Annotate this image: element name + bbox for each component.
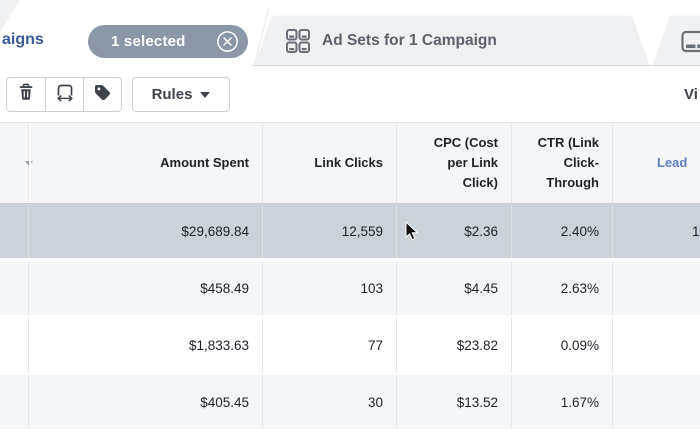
header-cpc[interactable]: CPC (Cost per Link Click) (397, 123, 512, 203)
view-setup-partial-label[interactable]: Vi (684, 86, 698, 103)
cursor-arrow-icon (405, 220, 420, 247)
link-clicks-cell: 77 (263, 318, 397, 372)
link-clicks-cell: 30 (263, 375, 397, 429)
trash-icon (17, 83, 35, 106)
table-row[interactable]: $29,689.84 12,559 $2.36 2.40% 1 (0, 204, 700, 261)
row-checkbox-cell[interactable] (0, 375, 29, 429)
table-header-row: Amount Spent Link Clicks CPC (Cost per L… (0, 122, 700, 204)
leads-cell (613, 318, 700, 372)
selected-count-badge[interactable]: 1 selected (88, 25, 248, 58)
active-tab-mask (0, 65, 252, 66)
cpc-cell: $13.52 (397, 375, 512, 429)
leads-cell: 1 (692, 223, 700, 239)
header-leads[interactable]: Lead (657, 154, 688, 170)
tab-bar: aigns 1 selected (0, 0, 700, 66)
ctr-cell: 2.63% (512, 261, 613, 315)
ctr-cell: 0.09% (512, 318, 613, 372)
table-row[interactable]: $1,833.63 77 $23.82 0.09% (0, 318, 700, 375)
row-checkbox-cell[interactable] (0, 318, 29, 372)
ctr-cell: 2.40% (512, 204, 613, 258)
amount-spent-cell: $29,689.84 (29, 204, 263, 258)
cpc-cell: $23.82 (397, 318, 512, 372)
link-clicks-cell: 12,559 (263, 204, 397, 258)
tag-icon (93, 83, 112, 107)
close-icon[interactable] (216, 30, 239, 53)
adsets-table: Amount Spent Link Clicks CPC (Cost per L… (0, 122, 700, 432)
leads-cell (613, 261, 700, 315)
rules-button[interactable]: Rules (132, 77, 230, 112)
tab-campaigns[interactable]: aigns (2, 31, 44, 48)
header-ctr[interactable]: CTR (Link Click-Through (512, 123, 613, 203)
chevron-down-icon[interactable] (25, 161, 33, 166)
tab-corner-decoration (0, 0, 20, 32)
header-checkbox-column[interactable] (0, 123, 33, 203)
bulk-action-button-group (6, 77, 122, 112)
amount-spent-cell: $1,833.63 (29, 318, 263, 372)
resize-columns-button[interactable] (45, 78, 83, 111)
amount-spent-cell: $405.45 (29, 375, 263, 429)
tag-button[interactable] (83, 78, 121, 111)
resize-box-icon (55, 82, 75, 107)
header-link-clicks[interactable]: Link Clicks (263, 123, 397, 203)
delete-button[interactable] (7, 78, 45, 111)
table-row[interactable]: $458.49 103 $4.45 2.63% (0, 261, 700, 318)
rules-button-label: Rules (151, 86, 193, 103)
table-row[interactable]: $405.45 30 $13.52 1.67% (0, 375, 700, 432)
toolbar: Rules Vi (0, 66, 700, 122)
leads-cell (613, 375, 700, 429)
chevron-down-icon (200, 91, 211, 98)
link-clicks-cell: 103 (263, 261, 397, 315)
tab-ad-sets[interactable]: Ad Sets for 1 Campaign (256, 17, 648, 65)
cpc-cell: $4.45 (397, 261, 512, 315)
row-checkbox-cell[interactable] (0, 204, 29, 258)
header-amount-spent[interactable]: Amount Spent (29, 123, 263, 203)
ctr-cell: 1.67% (512, 375, 613, 429)
tab-ads[interactable]: A (654, 17, 700, 65)
selected-count-label: 1 selected (111, 33, 186, 50)
grid-icon (285, 28, 311, 54)
row-checkbox-cell[interactable] (0, 261, 29, 315)
tab-ad-sets-label: Ad Sets for 1 Campaign (322, 32, 497, 49)
ad-card-icon (680, 28, 700, 55)
cpc-cell: $2.36 (397, 204, 512, 258)
amount-spent-cell: $458.49 (29, 261, 263, 315)
